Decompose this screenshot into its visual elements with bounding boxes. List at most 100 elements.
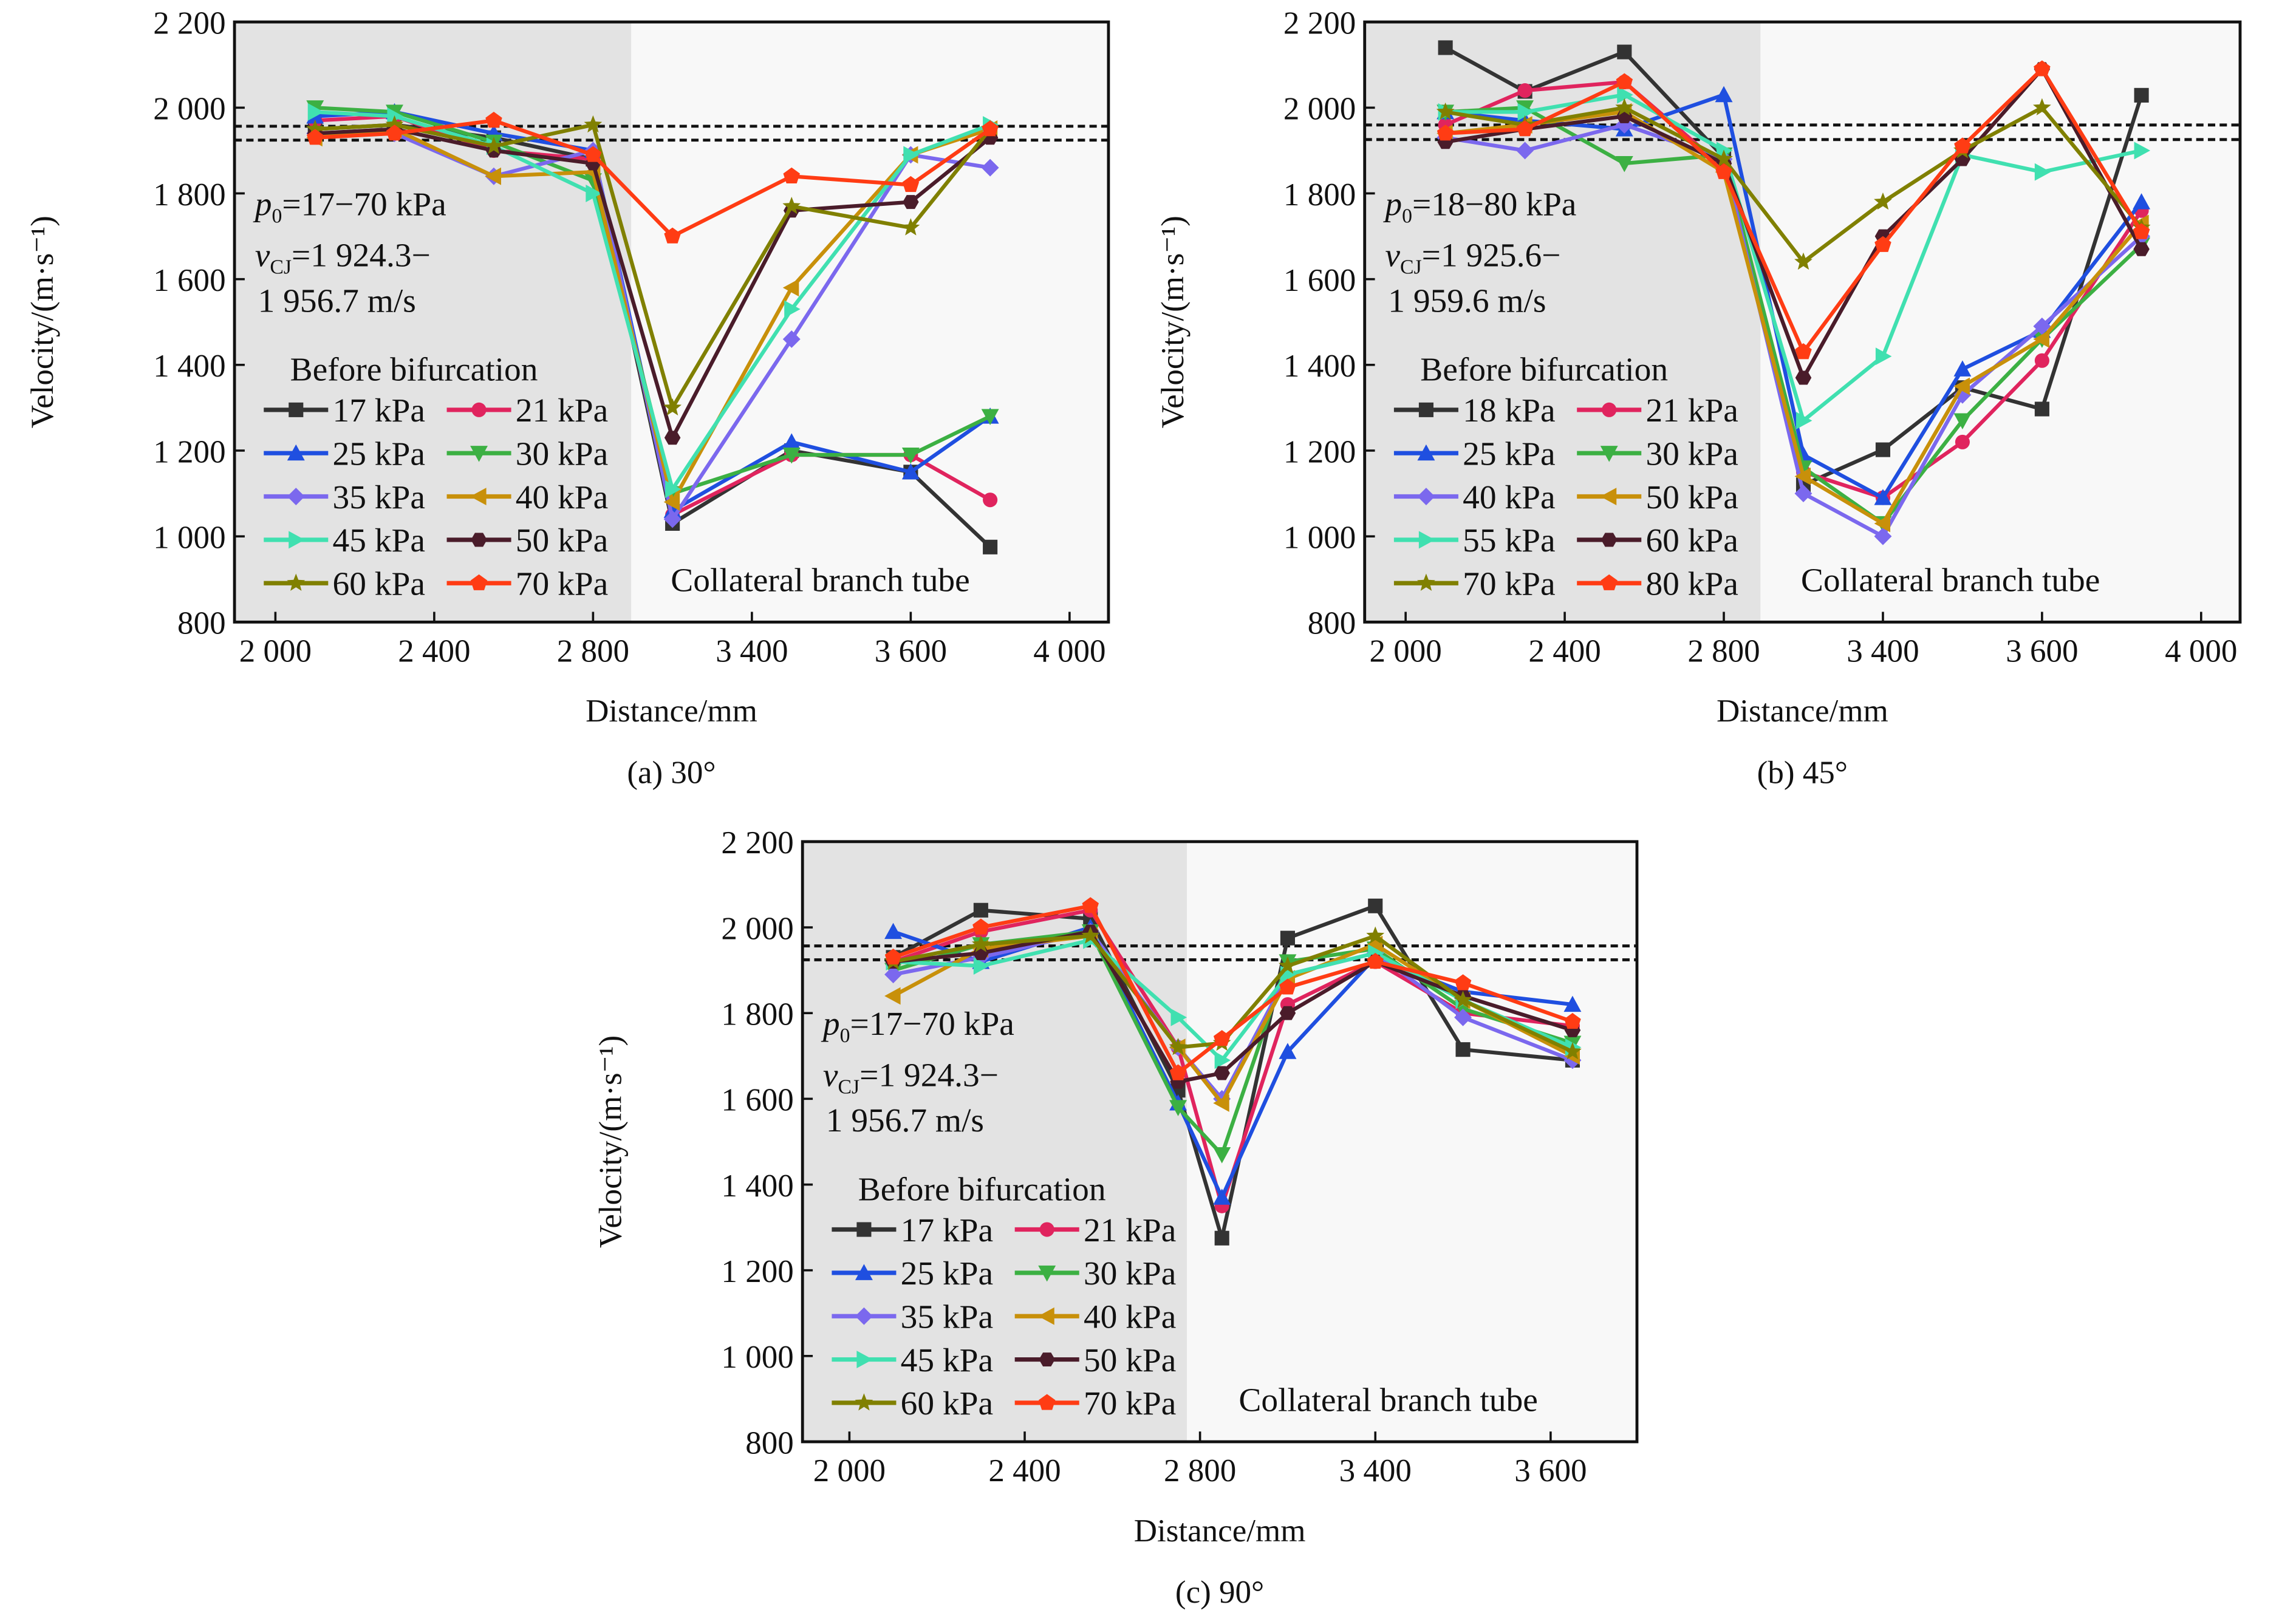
- marker-hexagon: [1039, 1352, 1055, 1367]
- legend-item: 17 kPa: [832, 1212, 993, 1249]
- legend-label: 70 kPa: [516, 565, 608, 602]
- marker-triangle-right: [1170, 1008, 1187, 1026]
- x-tick-label: 3 400: [716, 633, 788, 669]
- y-tick-label: 1 600: [1283, 263, 1356, 298]
- parameter-annotation: p0=17−70 kPa vCJ=1 924.3− 1 956.7 m/s: [821, 1005, 1014, 1139]
- marker-pentagon: [982, 120, 999, 137]
- marker-star: [385, 115, 404, 133]
- marker-hexagon: [1279, 1006, 1296, 1020]
- y-axis-label: Velocity/(m·s⁻¹): [25, 216, 60, 428]
- legend-title: Before bifurcation: [858, 1170, 1106, 1207]
- collateral-branch-label: Collateral branch tube: [1239, 1381, 1537, 1418]
- marker-star: [971, 935, 990, 952]
- p-range: =17−70 kPa: [850, 1005, 1014, 1042]
- marker-hexagon: [471, 533, 487, 547]
- x-tick-label: 2 400: [398, 633, 470, 669]
- marker-star: [1436, 102, 1455, 120]
- marker-circle: [983, 493, 998, 508]
- marker-star: [584, 115, 603, 133]
- v-subscript: CJ: [838, 1076, 860, 1098]
- legend-label: 60 kPa: [333, 565, 425, 602]
- legend-item: 30 kPa: [446, 435, 608, 472]
- marker-pentagon: [1437, 124, 1454, 141]
- legend-item: 25 kPa: [1393, 435, 1556, 472]
- legend-label: 40 kPa: [1463, 479, 1555, 516]
- marker-pentagon: [2034, 60, 2051, 77]
- marker-circle: [1955, 434, 1970, 449]
- marker-star: [485, 137, 503, 154]
- y-tick-label: 2 000: [721, 911, 793, 946]
- series-line: [315, 118, 991, 239]
- marker-pentagon: [1954, 137, 1971, 154]
- legend-item: 60 kPa: [1577, 522, 1738, 559]
- p-subscript: 0: [1402, 205, 1412, 227]
- marker-square: [1214, 1230, 1229, 1246]
- v-symbol: v: [1385, 237, 1400, 274]
- marker-circle: [471, 402, 487, 417]
- subplot-2: 2 000 2 400 2 800 3 400 3 600 800 1 000 1 200 1 …: [593, 825, 1639, 1610]
- p0-annotation: p0=18−80 kPa: [1382, 185, 1576, 227]
- marker-pentagon: [1616, 73, 1633, 89]
- marker-diamond: [1794, 485, 1813, 503]
- series-70-kPa: [307, 112, 999, 244]
- legend-item: 25 kPa: [832, 1255, 993, 1292]
- marker-square: [1418, 402, 1433, 417]
- marker-pentagon: [884, 948, 902, 965]
- marker-square: [856, 1222, 872, 1237]
- marker-pentagon: [902, 176, 920, 193]
- marker-circle: [2034, 353, 2049, 368]
- marker-triangle-right: [307, 103, 324, 121]
- legend-label: 30 kPa: [516, 435, 608, 472]
- marker-triangle-right: [973, 957, 990, 975]
- marker-triangle-right: [1617, 86, 1633, 104]
- marker-triangle-up: [1953, 360, 1972, 377]
- legend-item: 70 kPa: [1393, 565, 1556, 602]
- marker-triangle-right: [1795, 412, 1813, 430]
- legend-label: 40 kPa: [1084, 1298, 1176, 1335]
- x-tick-label: 3 600: [1514, 1453, 1587, 1489]
- y-tick-label: 1 200: [153, 434, 225, 469]
- marker-triangle-left: [1874, 514, 1890, 533]
- y-tick-label: 1 600: [153, 263, 225, 298]
- collateral-branch-label: Collateral branch tube: [1801, 562, 2100, 599]
- legend-item: 60 kPa: [832, 1385, 993, 1422]
- p-subscript: 0: [840, 1025, 850, 1047]
- marker-triangle-right: [856, 1351, 873, 1369]
- marker-triangle-right: [586, 185, 602, 202]
- marker-triangle-up: [1417, 444, 1435, 461]
- p-symbol: p: [821, 1005, 840, 1042]
- p-range: =18−80 kPa: [1412, 185, 1576, 222]
- y-tick-label: 2 200: [153, 5, 225, 41]
- marker-triangle-right: [2134, 142, 2151, 160]
- y-axis-label: Velocity/(m·s⁻¹): [593, 1035, 628, 1248]
- vcj-annotation-cont: 1 956.7 m/s: [258, 282, 416, 319]
- marker-star: [782, 196, 801, 214]
- marker-triangle-left: [1038, 1307, 1054, 1325]
- marker-pentagon: [485, 112, 502, 128]
- marker-pentagon: [783, 167, 800, 183]
- vcj-annotation-cont: 1 956.7 m/s: [826, 1102, 984, 1139]
- legend-item: 60 kPa: [264, 565, 425, 602]
- legend-title: Before bifurcation: [290, 351, 538, 388]
- marker-triangle-up: [1213, 1188, 1231, 1205]
- y-tick-label: 1 000: [1283, 520, 1356, 555]
- legend-item: 70 kPa: [1014, 1385, 1176, 1422]
- marker-square: [1617, 44, 1632, 60]
- marker-pentagon: [972, 918, 989, 935]
- x-tick-label: 4 000: [2165, 633, 2237, 669]
- marker-triangle-right: [1716, 142, 1733, 160]
- y-tick-label: 2 000: [153, 92, 225, 127]
- marker-star: [2032, 98, 2051, 115]
- x-axis-label: Distance/mm: [1134, 1513, 1306, 1549]
- marker-triangle-up: [1563, 995, 1582, 1012]
- legend-item: 21 kPa: [446, 392, 608, 429]
- marker-triangle-left: [1213, 1094, 1229, 1112]
- plot-frame: [801, 840, 1639, 1444]
- marker-pentagon: [1169, 1064, 1187, 1080]
- marker-pentagon: [1516, 120, 1534, 137]
- legend-label: 50 kPa: [1645, 479, 1738, 516]
- marker-triangle-down: [1953, 413, 1972, 430]
- marker-triangle-down: [782, 447, 801, 464]
